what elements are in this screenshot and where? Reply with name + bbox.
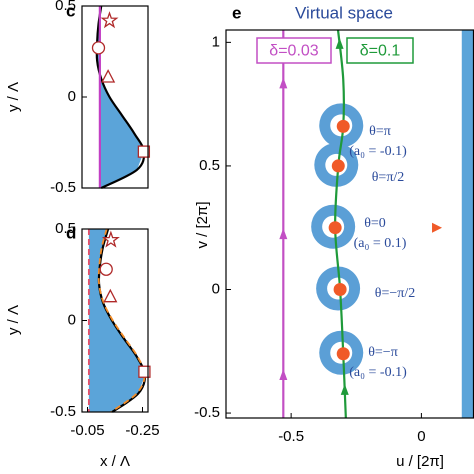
- marker: [99, 262, 113, 276]
- marker: [137, 145, 151, 158]
- y-axis-label: y / Λ: [5, 82, 22, 112]
- arrow: [335, 37, 344, 49]
- y-tick-label: -0.5: [50, 403, 76, 420]
- x-tick-label: -0.5: [278, 428, 304, 445]
- legend-label: δ=0.1: [360, 43, 401, 60]
- y-tick-label: -0.5: [194, 404, 220, 421]
- y-tick-label: 0: [212, 280, 220, 297]
- marker: [432, 222, 443, 233]
- panel-label: c: [66, 1, 75, 20]
- point: [328, 221, 342, 235]
- arrow: [340, 383, 349, 395]
- annotation: θ=−π/2: [375, 286, 415, 301]
- point: [336, 347, 350, 361]
- marker: [101, 230, 120, 248]
- marker: [101, 69, 116, 83]
- y-tick-label: 0.5: [55, 220, 76, 237]
- y-axis-label: y / Λ: [5, 305, 22, 335]
- y-tick-label: 0.5: [199, 157, 220, 174]
- marker: [100, 11, 119, 29]
- arrow: [279, 368, 288, 380]
- panel-label: e: [232, 3, 241, 22]
- y-tick-label: 0: [68, 311, 76, 328]
- x-axis-label: x / Λ: [100, 453, 130, 470]
- x-tick-label: -0.25: [125, 422, 159, 439]
- curve: [97, 228, 146, 413]
- point: [333, 282, 347, 296]
- annotation: θ=π/2: [372, 170, 405, 185]
- point: [336, 119, 350, 133]
- y-tick-label: -0.5: [50, 179, 76, 196]
- legend-box: [256, 37, 332, 64]
- legend-label: δ=0.03: [269, 43, 318, 60]
- y-tick-label: 0.5: [55, 0, 76, 14]
- annotation: θ=π: [369, 124, 391, 139]
- fill-region: [88, 229, 145, 412]
- y-tick-label: 1: [212, 33, 220, 50]
- legend-box: [346, 37, 414, 64]
- y-axis-label: v / [2π]: [194, 201, 211, 248]
- arrow: [279, 228, 288, 240]
- panel-label: d: [66, 223, 76, 242]
- arrow: [279, 77, 288, 89]
- annotation: (a₀ = -0.1): [349, 365, 407, 380]
- marker: [103, 288, 118, 303]
- fill-region: [97, 6, 144, 188]
- annotation: θ=−π: [368, 345, 398, 360]
- title: Virtual space: [295, 3, 393, 22]
- y-tick-label: 0: [68, 88, 76, 105]
- annotation: θ=0: [364, 216, 386, 231]
- x-tick-label: -0.05: [70, 422, 104, 439]
- x-axis-label: u / [2π]: [396, 453, 444, 470]
- marker: [138, 365, 151, 378]
- annotation: (a₀ = 0.1): [354, 236, 407, 251]
- wall: [461, 30, 474, 418]
- annotation: (a₀ = -0.1): [349, 144, 407, 159]
- marker: [91, 41, 106, 55]
- x-tick-label: 0: [417, 428, 425, 445]
- point: [331, 159, 345, 173]
